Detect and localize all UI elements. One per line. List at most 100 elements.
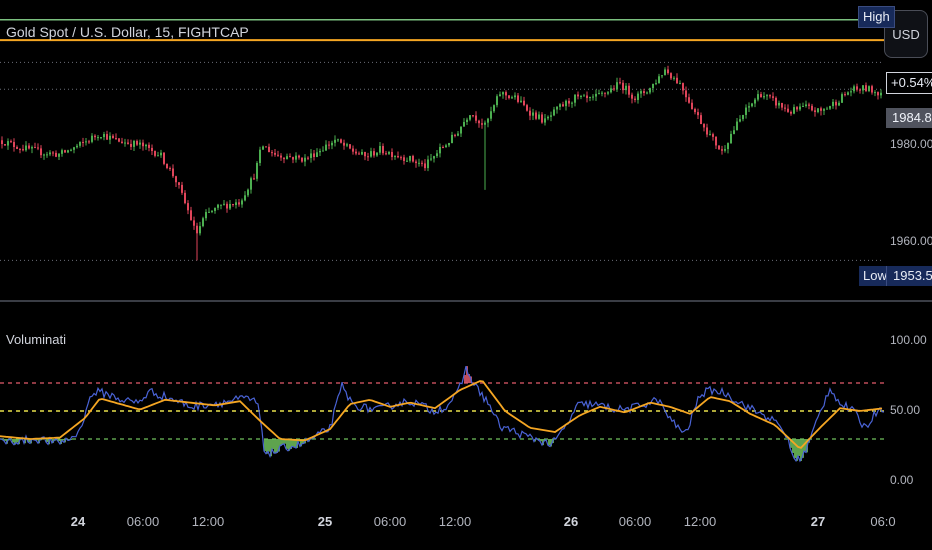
candle-body (292, 157, 294, 160)
candle-body (814, 110, 816, 113)
candle-body (661, 75, 663, 77)
candle-body (16, 146, 18, 149)
candle-body (226, 203, 228, 209)
candle-body (325, 144, 327, 151)
osc-tick-0: 0.00 (890, 473, 914, 487)
candle-body (463, 122, 465, 127)
candle-body (541, 114, 543, 123)
candle-body (187, 203, 189, 211)
candle-body (514, 95, 516, 98)
candle-body (496, 96, 498, 106)
candle-body (232, 204, 234, 206)
candle-body (712, 134, 714, 137)
candle-body (589, 97, 591, 99)
candle-body (490, 111, 492, 119)
candle-body (109, 135, 111, 140)
candle-body (130, 143, 132, 147)
candle-body (571, 102, 573, 104)
candle-body (151, 147, 153, 151)
candle-body (730, 133, 732, 144)
candle-body (601, 92, 603, 94)
candle-body (853, 86, 855, 92)
time-tick-0600-b: 06:00 (373, 514, 407, 529)
candle-body (565, 100, 567, 107)
candle-body (328, 144, 330, 146)
candle-body (307, 157, 309, 159)
candle-body (469, 115, 471, 120)
oscillator-line (0, 365, 885, 463)
candle-body (385, 153, 387, 155)
candle-body (457, 133, 459, 136)
candle-body (46, 154, 48, 156)
candle-body (43, 154, 45, 156)
candle-body (676, 77, 678, 84)
candle-body (283, 157, 285, 160)
candle-body (94, 135, 96, 138)
candle-body (793, 107, 795, 114)
candle-body (85, 141, 87, 143)
time-tick-1200-a: 12:00 (191, 514, 225, 529)
candle-body (697, 112, 699, 116)
candle-body (460, 126, 462, 134)
candle-body (265, 146, 267, 148)
candle-body (718, 145, 720, 150)
candle-body (7, 141, 9, 146)
candle-body (349, 144, 351, 149)
candle-body (409, 155, 411, 161)
candle-body (442, 147, 444, 149)
candle-body (118, 138, 120, 142)
candle-body (271, 152, 273, 154)
candle-body (58, 153, 60, 157)
candle-body (700, 115, 702, 125)
candle-body (304, 157, 306, 162)
last-price-badge: 1984.84 (886, 108, 932, 128)
osc-tick-100: 100.00 (890, 333, 927, 347)
candle-body (556, 106, 558, 110)
candle-body (364, 151, 366, 157)
candle-body (802, 106, 804, 108)
candle-body (745, 107, 747, 115)
candle-body (643, 91, 645, 93)
time-tick-1200-b: 12:00 (438, 514, 472, 529)
candle-body (376, 152, 378, 156)
candle-body (64, 150, 66, 153)
candle-body (160, 152, 162, 156)
candle-body (835, 101, 837, 106)
candle-body (244, 195, 246, 201)
candle-body (850, 91, 852, 93)
candle-body (688, 97, 690, 103)
candle-body (799, 106, 801, 110)
candle-body (169, 168, 171, 170)
low-value-badge: 1953.58 (886, 266, 932, 286)
candle-body (766, 95, 768, 97)
candle-body (772, 96, 774, 98)
candle-body (574, 94, 576, 103)
candle-body (544, 118, 546, 123)
candle-body (112, 135, 114, 139)
candle-body (82, 142, 84, 144)
candle-body (667, 69, 669, 74)
candle-body (787, 108, 789, 112)
candle-body (352, 148, 354, 152)
candle-body (811, 105, 813, 111)
candle-body (859, 89, 861, 91)
candle-body (610, 88, 612, 93)
candle-body (91, 135, 93, 142)
candle-body (742, 114, 744, 120)
candle-body (88, 141, 90, 143)
candle-body (550, 115, 552, 117)
price-tick-1960: 1960.00 (890, 234, 932, 248)
indicator-title: Voluminati (6, 332, 66, 347)
candle-body (202, 218, 204, 227)
candle-body (775, 97, 777, 106)
candle-body (805, 104, 807, 107)
candle-body (238, 202, 240, 205)
candle-body (598, 93, 600, 95)
candle-body (838, 102, 840, 106)
candle-body (361, 151, 363, 155)
candle-body (139, 142, 141, 145)
candle-body (499, 94, 501, 97)
candle-body (706, 127, 708, 135)
candle-body (724, 149, 726, 151)
